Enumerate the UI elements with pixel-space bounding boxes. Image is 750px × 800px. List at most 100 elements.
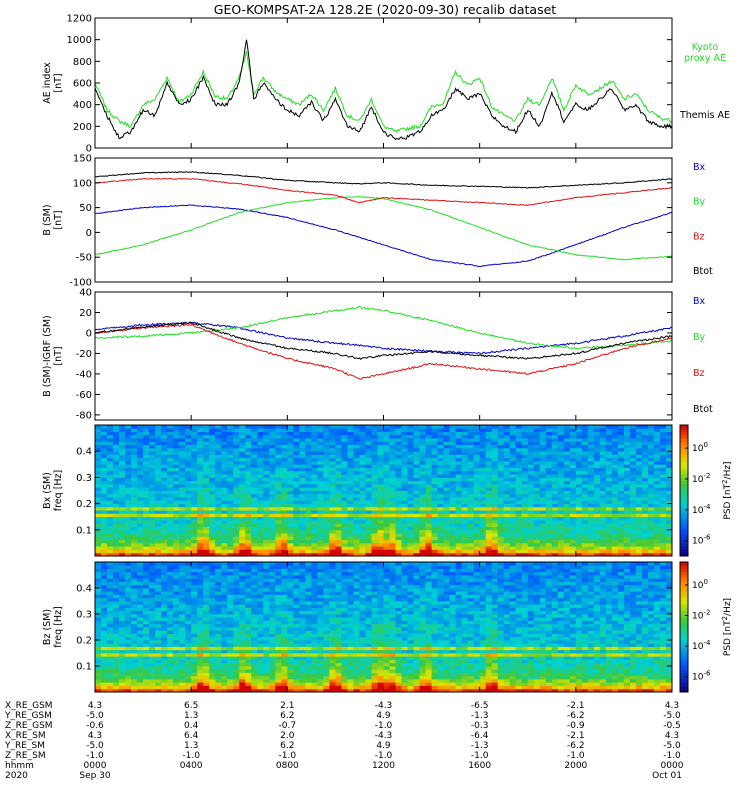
spectrogram-cell (545, 477, 553, 482)
spectrogram-cell (521, 444, 529, 449)
spectrogram-cell (125, 571, 132, 576)
spectrogram-cell (101, 614, 108, 618)
spectrogram-cell (605, 549, 613, 554)
spectrogram-cell (611, 431, 619, 436)
spectrogram-cell (617, 510, 625, 514)
spectrogram-cell (203, 441, 210, 446)
spectrogram-cell (629, 467, 637, 472)
spectrogram-cell (215, 578, 222, 582)
spectrogram-cell (641, 438, 649, 442)
spectrogram-cell (473, 438, 481, 442)
spectrogram-cell (659, 464, 667, 468)
spectrogram-cell (215, 614, 222, 618)
spectrogram-cell (203, 643, 210, 647)
spectrogram-cell (611, 497, 619, 501)
spectrogram-cell (479, 539, 487, 544)
spectrogram-cell (287, 490, 294, 495)
spectrogram-cell (401, 461, 408, 465)
spectrogram-cell (347, 526, 354, 531)
spectrogram-cell (113, 542, 120, 547)
spectrogram-cell (527, 503, 535, 508)
spectrogram-cell (317, 431, 324, 436)
spectrogram-cell (299, 477, 306, 482)
spectrogram-cell (209, 454, 216, 459)
spectrogram-cell (545, 464, 553, 468)
spectrogram-cell (155, 523, 162, 527)
spectrogram-cell (203, 682, 210, 686)
spectrogram-cell (347, 529, 354, 534)
spectrogram-cell (389, 533, 396, 537)
spectrogram-cell (653, 457, 661, 462)
spectrogram-cell (617, 480, 625, 485)
spectrogram-cell (401, 470, 408, 475)
spectrogram-cell (587, 526, 595, 531)
spectrogram-cell (347, 549, 354, 554)
spectrogram-cell (515, 438, 523, 442)
spectrogram-cell (347, 444, 354, 449)
spectrogram-cell (491, 451, 499, 455)
spectrogram-cell (551, 533, 559, 537)
spectrogram-cell (203, 614, 210, 618)
spectrogram-cell (233, 685, 240, 690)
spectrogram-cell (113, 646, 120, 651)
spectrogram-cell (107, 536, 114, 541)
spectrogram-cell (125, 675, 132, 680)
spectrogram-cell (179, 581, 186, 586)
spectrogram-cell (653, 539, 661, 544)
spectrogram-cell (173, 675, 180, 680)
spectrogram-cell (197, 659, 204, 664)
spectrogram-cell (161, 594, 168, 599)
spectrogram-cell (227, 617, 234, 621)
spectrogram-cell (587, 506, 595, 511)
spectrogram-cell (299, 506, 306, 511)
spectrogram-cell (95, 623, 102, 628)
spectrogram-cell (185, 503, 192, 508)
spectrogram-cell (647, 431, 655, 436)
spectrogram-cell (527, 506, 535, 511)
spectrogram-cell (539, 464, 547, 468)
spectrogram-cell (647, 533, 655, 537)
spectrogram-cell (101, 653, 108, 657)
spectrogram-cell (149, 679, 156, 683)
spectrogram-cell (167, 633, 174, 638)
spectrogram-cell (485, 474, 493, 478)
spectrogram-cell (173, 425, 180, 429)
spectrogram-cell (653, 470, 661, 475)
spectrogram-cell (221, 503, 228, 508)
spectrogram-cell (371, 490, 378, 495)
spectrogram-cell (431, 497, 438, 501)
spectrogram-cell (167, 601, 174, 605)
spectrogram-cell (113, 623, 120, 628)
spectrogram-cell (455, 536, 463, 541)
spectrogram-cell (341, 454, 348, 459)
spectrogram-cell (215, 477, 222, 482)
spectrogram-cell (179, 506, 186, 511)
colorbar-cell (680, 428, 688, 432)
spectrogram-cell (449, 506, 457, 511)
spectrogram-cell (203, 662, 210, 667)
spectrogram-cell (455, 513, 463, 518)
spectrogram-cell (653, 490, 661, 495)
spectrogram-cell (203, 591, 210, 595)
spectrogram-cell (131, 565, 138, 569)
spectrogram-cell (227, 653, 234, 657)
spectrogram-cell (179, 483, 186, 488)
spectrogram-cell (167, 428, 174, 432)
spectrogram-cell (179, 584, 186, 589)
spectrogram-cell (491, 461, 499, 465)
spectrogram-cell (491, 539, 499, 544)
spectrogram-cell (209, 539, 216, 544)
spectrogram-cell (293, 516, 300, 521)
spectrogram-cell (515, 523, 523, 527)
spectrogram-cell (467, 510, 475, 514)
spectrogram-cell (179, 533, 186, 537)
spectrogram-cell (185, 656, 192, 660)
spectrogram-cell (563, 483, 571, 488)
spectrogram-cell (557, 523, 565, 527)
spectrogram-cell (245, 503, 252, 508)
spectrogram-cell (143, 451, 150, 455)
spectrogram-cell (449, 546, 457, 550)
spectrogram-cell (473, 493, 481, 498)
spectrogram-cell (419, 539, 426, 544)
spectrogram-cell (269, 506, 276, 511)
